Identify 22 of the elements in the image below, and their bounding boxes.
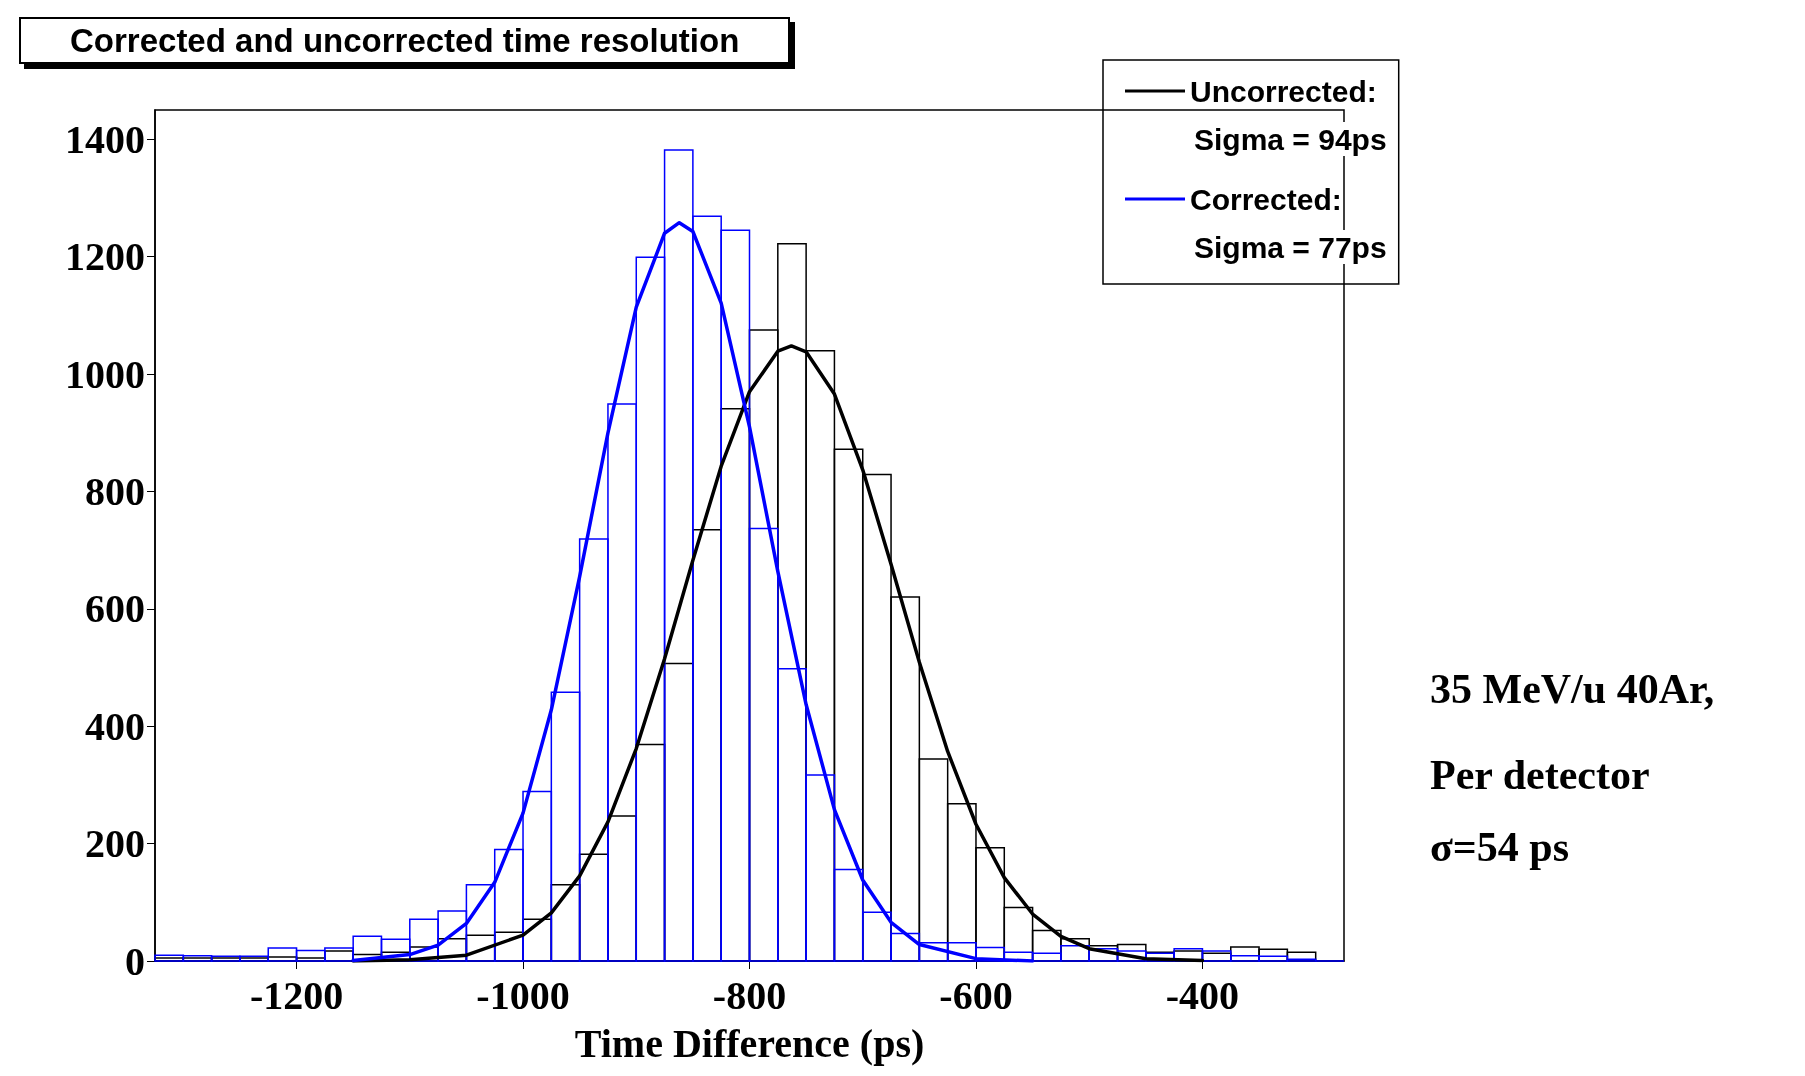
x-tick-label: -1200 [249, 972, 344, 1018]
y-tick-label: 0 [125, 938, 145, 984]
y-tick-label: 1400 [65, 116, 145, 162]
y-tick-label: 1000 [65, 351, 145, 397]
y-tick-label: 1200 [65, 234, 145, 280]
x-tick-label: -800 [712, 972, 787, 1018]
x-tick-label: -400 [1165, 972, 1240, 1018]
annotation: Sigma = 94ps [1194, 122, 1387, 156]
y-tick-label: 800 [85, 468, 145, 514]
annotation: Sigma = 77ps [1194, 230, 1387, 264]
text: σ=54 ps [1430, 824, 1569, 870]
x-tick-label: -1000 [476, 972, 570, 1018]
x-axis-title: Time Difference (ps) [574, 1020, 925, 1066]
y-tick-label: 600 [85, 586, 145, 632]
text: 35 MeV/u 40Ar, [1430, 666, 1715, 712]
text: Per detector [1430, 752, 1650, 798]
legend-label: Uncorrected: [1190, 74, 1377, 108]
y-tick-label: 200 [85, 821, 145, 867]
legend-label: Corrected: [1190, 182, 1342, 216]
x-tick-label: -600 [939, 972, 1013, 1018]
y-tick-label: 400 [85, 703, 145, 749]
chart-title: Corrected and uncorrected time resolution [70, 22, 740, 59]
